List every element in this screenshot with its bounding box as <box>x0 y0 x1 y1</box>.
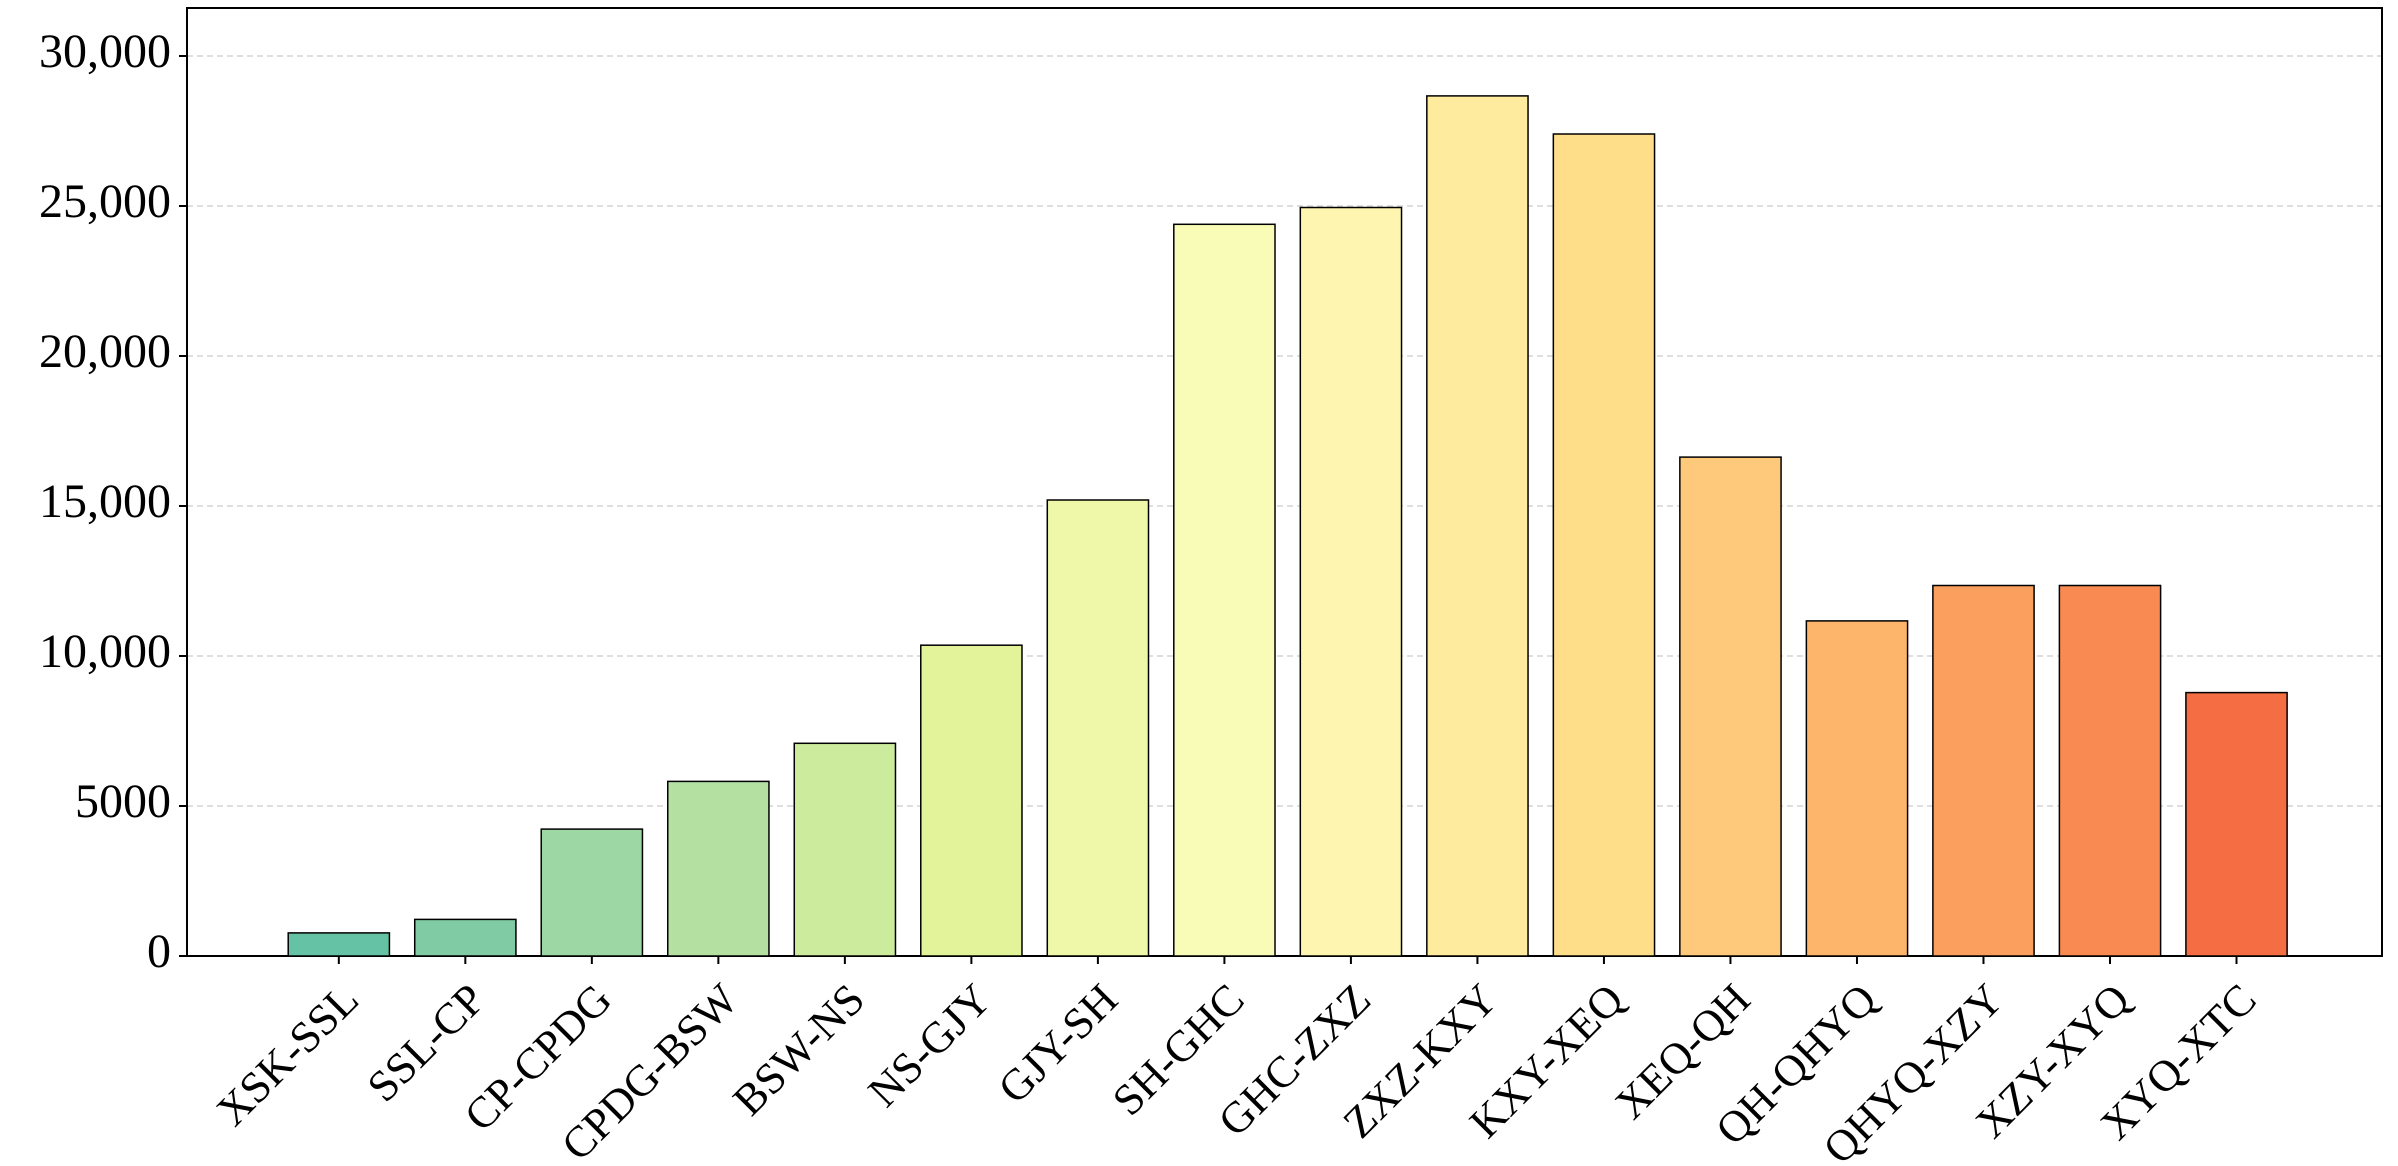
bar <box>413 918 517 957</box>
y-tick-label: 10,000 <box>39 625 171 678</box>
y-tick-label: 15,000 <box>39 475 171 528</box>
bar <box>1679 456 1782 957</box>
bar <box>2185 691 2288 957</box>
y-tick-label: 30,000 <box>39 25 171 78</box>
bar <box>1552 133 1656 957</box>
bar <box>666 780 770 957</box>
x-tick-label: XSK-SSL <box>207 974 368 1135</box>
bar <box>540 828 644 957</box>
y-tick-label: 0 <box>147 925 171 978</box>
bar <box>793 742 897 957</box>
x-tick-label: NS-GJY <box>859 974 1001 1116</box>
bar <box>2058 584 2162 957</box>
bar <box>1299 206 1403 957</box>
bar <box>1805 620 1909 957</box>
bar <box>1173 223 1276 957</box>
x-tick-label: BSW-NS <box>724 974 874 1124</box>
bar <box>920 644 1023 957</box>
y-tick-label: 20,000 <box>39 325 171 378</box>
bar <box>1046 499 1150 957</box>
plot-frame <box>186 7 2383 957</box>
bar <box>1932 584 2035 957</box>
y-tick-label: 5000 <box>75 775 171 828</box>
y-tick-label: 25,000 <box>39 175 171 228</box>
bar <box>287 932 391 957</box>
bar <box>1426 95 1529 957</box>
